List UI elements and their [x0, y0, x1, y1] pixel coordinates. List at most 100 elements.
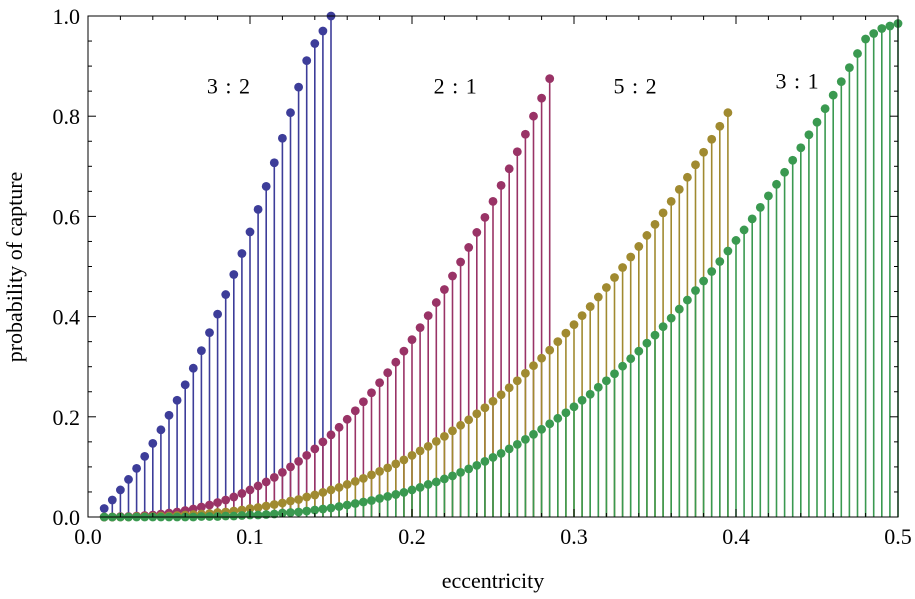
series-3-point — [456, 468, 465, 477]
series-2-point — [577, 311, 587, 320]
series-0-point — [156, 425, 166, 435]
series-3-point — [367, 496, 376, 505]
series-2-point — [618, 263, 627, 272]
series-0-point — [132, 464, 142, 473]
series-2-point — [278, 498, 287, 508]
series-2-point — [456, 420, 465, 430]
series-1-point — [464, 243, 474, 252]
series-3-point — [269, 509, 279, 519]
series-0-point — [107, 495, 117, 505]
series-1-point — [286, 462, 295, 472]
series-2-point — [610, 273, 619, 282]
series-3-point — [836, 77, 846, 87]
series-1-point — [221, 495, 231, 505]
series-3-point — [229, 511, 239, 521]
series-2-point — [569, 320, 579, 330]
series-3-point — [350, 499, 360, 508]
series-0-point — [261, 181, 271, 191]
series-3-point — [496, 448, 506, 458]
series-2-point — [269, 500, 279, 509]
series-3-point — [610, 369, 619, 379]
series-3-point — [642, 338, 652, 348]
series-3-point — [593, 382, 603, 392]
series-2-point — [691, 160, 700, 170]
series-2-point — [407, 450, 417, 460]
series-2-point — [642, 231, 652, 240]
y-tick-label: 0.0 — [53, 505, 81, 530]
series-2-point — [488, 396, 498, 406]
series-3-point — [294, 507, 303, 517]
series-3-point — [691, 286, 700, 295]
series-3-point — [764, 191, 773, 201]
series-0-point — [164, 410, 174, 420]
series-0-point — [140, 451, 150, 461]
series-2-point — [326, 485, 336, 495]
series-3-point — [577, 395, 587, 405]
series-2-point — [666, 196, 676, 206]
x-tick-label: 0.2 — [398, 524, 426, 549]
series-1-point — [278, 468, 287, 477]
series-1-point — [253, 481, 263, 491]
series-label: 2 : 1 — [434, 74, 478, 99]
x-tick-label: 0.0 — [74, 524, 102, 549]
series-3-point — [448, 471, 457, 481]
series-1-point — [537, 93, 546, 103]
series-3-point — [602, 376, 611, 386]
series-3-point — [488, 452, 498, 462]
series-2-point — [715, 121, 725, 131]
series-3-point — [423, 480, 433, 489]
series-2-point — [683, 172, 692, 182]
series-2-point — [674, 184, 684, 194]
series-0-point — [245, 227, 255, 237]
series-2-point — [367, 470, 376, 480]
series-1-point — [229, 492, 239, 502]
series-3-point — [545, 419, 555, 429]
series-3-point — [699, 276, 708, 286]
series-1-point — [197, 502, 206, 512]
series-3-point — [237, 511, 247, 520]
series-1-point — [488, 196, 498, 206]
series-0-point — [188, 363, 198, 373]
series-1-point — [342, 414, 352, 424]
series-3-point — [561, 408, 571, 418]
series-3-point — [861, 34, 870, 44]
series-1-point — [237, 489, 247, 498]
series-3-point — [674, 304, 684, 314]
series-1-point — [423, 311, 433, 320]
series-3-point — [537, 424, 546, 434]
series-3-point — [399, 488, 409, 497]
y-tick-label: 1.0 — [53, 4, 81, 29]
series-3-point — [585, 389, 595, 399]
series-2-point — [707, 134, 717, 144]
series-label: 5 : 2 — [613, 74, 657, 99]
series-2-point — [699, 147, 708, 157]
series-3-point — [755, 202, 765, 212]
x-tick-label: 0.3 — [560, 524, 588, 549]
series-3-point — [504, 444, 514, 454]
series-2-point — [496, 390, 506, 400]
series-3-point — [666, 313, 676, 323]
series-1-point — [545, 74, 555, 84]
series-3-point — [885, 21, 895, 31]
series-3-point — [326, 503, 336, 513]
series-2-point — [585, 302, 595, 311]
series-1-point — [472, 228, 482, 237]
series-2-point — [245, 504, 255, 513]
series-2-point — [472, 409, 482, 419]
axis-ticks — [87, 15, 899, 518]
series-3-point — [391, 490, 401, 499]
series-3-point — [618, 361, 627, 371]
series-3-point — [804, 130, 814, 140]
series-3-point — [828, 90, 838, 100]
series-3-point — [869, 29, 879, 38]
series-3-point — [553, 413, 563, 423]
series-3-point — [747, 214, 757, 224]
series-3-point — [626, 354, 636, 364]
series-2-point — [602, 283, 611, 292]
x-tick-label: 0.1 — [236, 524, 264, 549]
series-1-point — [440, 285, 449, 294]
series-2-point — [723, 108, 733, 118]
series-3-point — [820, 104, 830, 114]
series-2-point — [626, 252, 636, 262]
series-2-point — [253, 503, 263, 512]
